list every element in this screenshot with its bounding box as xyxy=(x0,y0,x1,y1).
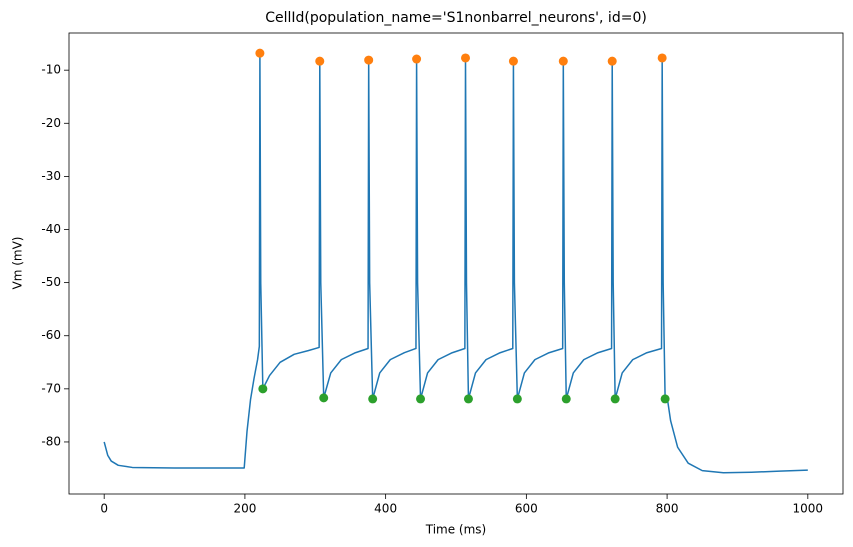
point xyxy=(657,53,667,63)
point xyxy=(412,54,422,64)
point xyxy=(607,56,617,66)
point xyxy=(319,393,329,403)
point xyxy=(558,56,568,66)
y-axis-label: Vm (mV) xyxy=(11,237,25,290)
x-tick-label: 400 xyxy=(374,502,397,516)
x-tick-label: 800 xyxy=(656,502,679,516)
y-tick-label: -80 xyxy=(41,434,61,448)
point xyxy=(463,394,473,404)
x-axis-label: Time (ms) xyxy=(425,523,487,537)
point xyxy=(660,394,670,404)
y-tick-label: -50 xyxy=(41,275,61,289)
y-tick-label: -70 xyxy=(41,381,61,395)
y-tick-label: -20 xyxy=(41,116,61,130)
x-tick-label: 1000 xyxy=(793,502,824,516)
y-tick-label: -10 xyxy=(41,63,61,77)
point xyxy=(258,384,268,394)
plot-frame xyxy=(68,32,844,495)
x-tick-label: 0 xyxy=(100,502,108,516)
point xyxy=(368,394,378,404)
chart-title: CellId(population_name='S1nonbarrel_neur… xyxy=(265,10,647,26)
point xyxy=(364,55,374,65)
point xyxy=(416,394,426,404)
point xyxy=(508,56,518,66)
x-tick-label: 600 xyxy=(515,502,538,516)
point xyxy=(255,48,265,58)
point xyxy=(561,394,571,404)
point xyxy=(512,394,522,404)
point xyxy=(610,394,620,404)
y-tick-label: -60 xyxy=(41,328,61,342)
y-tick-label: -40 xyxy=(41,222,61,236)
x-tick-label: 200 xyxy=(233,502,256,516)
trace-line xyxy=(103,52,808,474)
point xyxy=(315,56,325,66)
y-tick-label: -30 xyxy=(41,169,61,183)
point xyxy=(460,53,470,63)
